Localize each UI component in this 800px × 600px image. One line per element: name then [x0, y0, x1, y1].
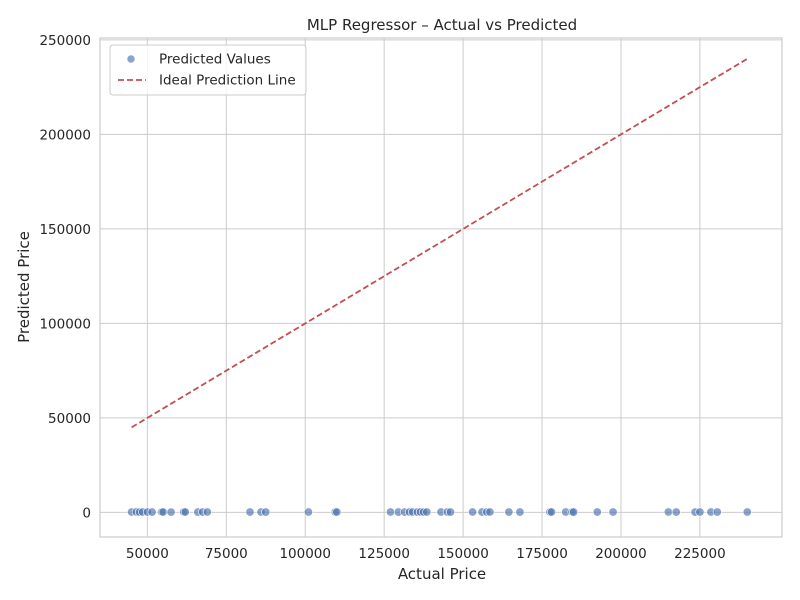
- plot-frame: [99, 37, 783, 538]
- x-tick-label: 50000: [126, 546, 169, 562]
- y-tick-label: 150000: [39, 222, 91, 238]
- scatter-point: [712, 507, 722, 517]
- grid-layer: [100, 38, 782, 537]
- x-axis-label: Actual Price: [398, 565, 486, 583]
- legend: Predicted Values Ideal Prediction Line: [109, 44, 307, 96]
- scatter-point: [592, 507, 602, 517]
- x-tick-label: 150000: [437, 546, 489, 562]
- x-tick-label: 125000: [358, 546, 410, 562]
- y-tick-label: 0: [82, 505, 91, 521]
- x-tick-label: 175000: [516, 546, 568, 562]
- y-tick-labels: 0 50000 100000 150000 200000 250000: [39, 33, 91, 522]
- x-tick-label: 75000: [205, 546, 248, 562]
- scatter-point: [147, 507, 157, 517]
- scatter-point: [608, 507, 618, 517]
- y-tick-label: 50000: [48, 411, 91, 427]
- scatter-point: [445, 507, 455, 517]
- scatter-point: [166, 507, 176, 517]
- scatter-point: [569, 507, 579, 517]
- scatter-point: [303, 507, 313, 517]
- scatter-point: [332, 507, 342, 517]
- y-tick-label: 100000: [39, 316, 91, 332]
- scatter-point: [695, 507, 705, 517]
- scatter-point: [663, 507, 673, 517]
- scatter-point: [180, 507, 190, 517]
- x-tick-labels: 50000 75000 100000 125000 150000 175000 200000…: [126, 546, 726, 562]
- legend-box: [109, 44, 307, 96]
- scatter-point: [515, 507, 525, 517]
- scatter-point: [468, 507, 478, 517]
- legend-marker-predicted: [126, 54, 136, 64]
- scatter-point: [261, 507, 271, 517]
- scatter-point: [422, 507, 432, 517]
- y-tick-label: 200000: [39, 127, 91, 143]
- ideal-prediction-line: [131, 58, 748, 429]
- scatter-point: [547, 507, 557, 517]
- y-axis-label: Predicted Price: [15, 231, 33, 343]
- scatter-point: [671, 507, 681, 517]
- legend-label-predicted: Predicted Values: [159, 52, 271, 68]
- scatter-points-layer: [127, 507, 752, 517]
- ideal-line-layer: [131, 58, 748, 429]
- scatter-point: [385, 507, 395, 517]
- scatter-point: [504, 507, 514, 517]
- scatter-point: [485, 507, 495, 517]
- x-tick-label: 200000: [595, 546, 647, 562]
- scatter-point: [202, 507, 212, 517]
- y-tick-label: 250000: [39, 33, 91, 49]
- x-tick-label: 100000: [279, 546, 331, 562]
- chart-title: MLP Regressor – Actual vs Predicted: [307, 16, 577, 34]
- scatter-point: [742, 507, 752, 517]
- scatter-point: [158, 507, 168, 517]
- legend-label-ideal-line: Ideal Prediction Line: [159, 73, 296, 89]
- x-tick-label: 225000: [674, 546, 726, 562]
- scatter-point: [245, 507, 255, 517]
